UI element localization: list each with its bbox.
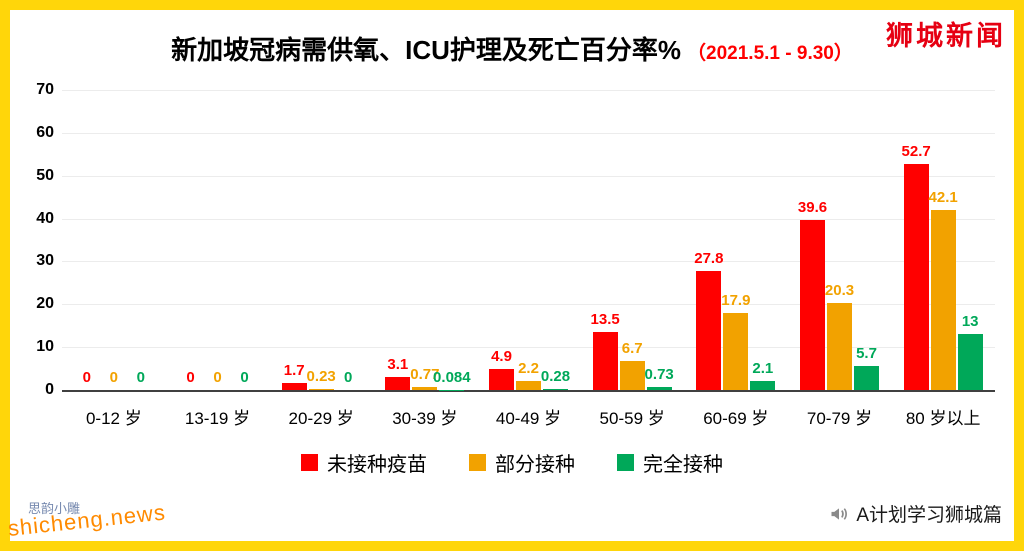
legend-item-fully-vaccinated: 完全接种 (617, 448, 723, 477)
bar-value-label: 0.23 (306, 368, 336, 386)
y-axis-tick-label: 60 (36, 123, 54, 141)
bar (696, 270, 722, 390)
x-axis-category-label: 30-39 岁 (392, 409, 458, 428)
bar-value-label: 0.084 (433, 368, 471, 386)
y-axis-tick-label: 40 (36, 209, 54, 227)
x-axis-category-label: 40-49 岁 (495, 409, 562, 428)
bar-value-label: 1.7 (283, 361, 305, 379)
bar-value-label: 52.7 (901, 143, 931, 161)
gridline (62, 218, 995, 220)
x-axis-category-label: 60-69 岁 (703, 409, 769, 428)
bar-value-label: 4.9 (491, 348, 512, 365)
bar (619, 361, 645, 390)
bar-value-label: 5.7 (856, 344, 877, 362)
x-axis-category-label: 70-79 岁 (806, 409, 873, 428)
account-row: A计划学习狮城篇 (829, 500, 1002, 527)
y-axis-tick-label: 50 (36, 166, 54, 184)
bar (543, 388, 568, 390)
bar-value-label: 0.73 (644, 365, 674, 383)
bar (412, 386, 438, 390)
legend-label-partially-vaccinated: 部分接种 (495, 454, 575, 476)
chart-title: 新加坡冠病需供氧、ICU护理及死亡百分率% (171, 35, 682, 65)
bar-value-label: 27.8 (694, 249, 724, 267)
bar (827, 303, 852, 390)
bar-value-label: 0 (82, 369, 91, 386)
bar-value-label: 0.77 (410, 365, 440, 383)
bar-value-label: 17.9 (721, 292, 751, 310)
account-name: A计划学习狮城篇 (856, 505, 1002, 526)
bar-value-label: 0 (213, 369, 222, 386)
bar (800, 220, 825, 390)
legend-label-fully-vaccinated: 完全接种 (643, 454, 723, 476)
bar-value-label: 0 (109, 369, 118, 386)
bar (750, 381, 776, 390)
legend-swatch-partially-vaccinated (469, 454, 486, 471)
y-axis-tick-label: 70 (36, 81, 54, 98)
legend-swatch-unvaccinated (301, 454, 318, 471)
y-axis-tick-label: 0 (45, 381, 54, 398)
bar (903, 164, 929, 390)
gridline (62, 347, 995, 349)
gridline (62, 132, 995, 134)
legend-label-unvaccinated: 未接种疫苗 (327, 454, 427, 476)
x-axis-category-label: 13-19 岁 (184, 409, 251, 428)
bar-value-label: 0 (136, 369, 145, 386)
bar-value-label: 42.1 (928, 188, 958, 206)
legend-item-unvaccinated: 未接种疫苗 (301, 448, 427, 477)
bar (516, 380, 541, 390)
bar (308, 389, 334, 390)
bar-value-label: 39.6 (797, 199, 828, 217)
bar (281, 382, 307, 390)
chart-legend: 未接种疫苗 部分接种 完全接种 (0, 448, 1024, 477)
y-axis-tick-label: 20 (36, 295, 54, 313)
legend-item-partially-vaccinated: 部分接种 (469, 448, 575, 477)
bar-value-label: 2.2 (518, 359, 539, 377)
gridline (62, 90, 995, 91)
megaphone-icon (829, 504, 849, 524)
y-axis-tick-label: 30 (36, 252, 54, 270)
bar (592, 332, 618, 390)
x-axis-category-label: 50-59 岁 (599, 409, 665, 428)
bar-value-label: 13.5 (590, 311, 620, 329)
bar (723, 313, 749, 390)
gridline (62, 175, 995, 177)
bar-value-label: 0.28 (540, 367, 571, 385)
bar (957, 334, 983, 390)
bar-value-label: 2.1 (752, 360, 774, 377)
plot-area: 0 10 20 30 40 50 60 70 0-12 岁 0 0 0 13-19 岁 0 0 0 20-29 … (36, 81, 995, 428)
x-axis-category-label: 20-29 岁 (288, 409, 354, 428)
bar-value-label: 0 (343, 369, 353, 386)
bar (385, 376, 411, 390)
bar (646, 386, 672, 390)
chart-title-row: 新加坡冠病需供氧、ICU护理及死亡百分率% （2021.5.1 - 9.30） (0, 30, 1024, 67)
gridline (62, 261, 995, 263)
gridline (62, 304, 995, 306)
bar-value-label: 13 (961, 313, 979, 331)
brand-shicheng-news: 狮城新闻 (886, 21, 1006, 52)
bar-value-label: 20.3 (824, 282, 855, 299)
chart-date-range: （2021.5.1 - 9.30） (687, 43, 853, 64)
seal-watermark: 思韵小雕 (28, 502, 81, 517)
legend-swatch-fully-vaccinated (617, 454, 634, 471)
bar-value-label: 6.7 (621, 340, 643, 358)
x-axis-category-label: 0-12 岁 (85, 409, 142, 428)
bar (489, 369, 514, 390)
bar-value-label: 3.1 (387, 355, 409, 373)
bar (854, 365, 879, 390)
bar-value-label: 0 (186, 369, 195, 386)
bar (930, 209, 956, 390)
bar-value-label: 0 (240, 369, 249, 386)
y-axis-tick-label: 10 (36, 338, 54, 356)
x-axis-category-label: 80 岁以上 (905, 409, 981, 428)
